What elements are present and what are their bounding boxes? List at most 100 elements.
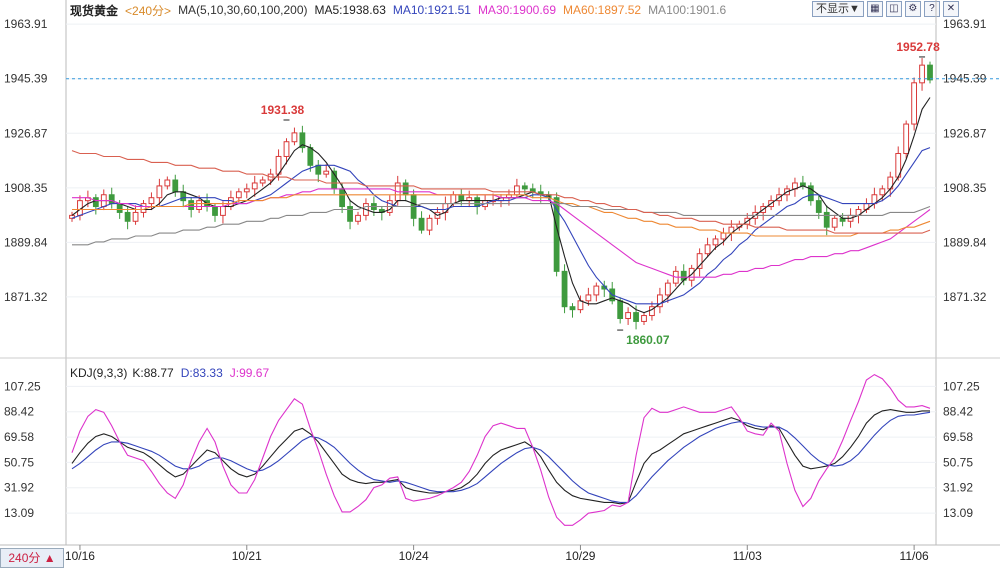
period-label[interactable]: <240分> bbox=[125, 3, 172, 18]
candle-body bbox=[641, 315, 647, 322]
candle-body bbox=[116, 203, 123, 213]
kdj-tick-label-left: 88.42 bbox=[4, 405, 34, 419]
price-tick-label-right: 1871.32 bbox=[943, 290, 987, 304]
candle-body bbox=[617, 300, 624, 319]
period-tab[interactable]: 240分 ▲ bbox=[0, 548, 64, 568]
candle-body bbox=[807, 185, 814, 202]
candle-body bbox=[474, 197, 481, 208]
candle-body bbox=[911, 82, 918, 125]
candle-body bbox=[355, 214, 361, 222]
candle-body bbox=[132, 211, 139, 222]
candle-body bbox=[108, 194, 115, 205]
candle-body bbox=[704, 244, 711, 255]
candle-body bbox=[696, 253, 703, 269]
ma100-value: MA100:1901.6 bbox=[648, 3, 727, 17]
candle-body bbox=[831, 217, 838, 228]
split-icon[interactable]: ◫ bbox=[885, 1, 902, 17]
price-legend: 现货黄金 <240分> MA(5,10,30,60,100,200) MA5:1… bbox=[70, 1, 733, 19]
price-high-annotation: 1952.78 bbox=[896, 40, 940, 54]
x-tick-label: 11/03 bbox=[733, 549, 762, 563]
candle-body bbox=[212, 206, 218, 216]
candle-body bbox=[712, 238, 719, 246]
candle-body bbox=[402, 182, 409, 196]
ma10-line bbox=[71, 147, 931, 305]
candle-body bbox=[180, 191, 187, 202]
price-tick-label-left: 1945.39 bbox=[4, 72, 48, 86]
hide-dropdown[interactable]: 不显示▼ bbox=[812, 1, 864, 17]
kdj-j-line bbox=[71, 373, 931, 526]
x-tick-label: 10/16 bbox=[65, 549, 95, 563]
settings-icon[interactable]: ⚙ bbox=[904, 1, 921, 17]
close-icon[interactable]: ✕ bbox=[942, 1, 959, 17]
candle-body bbox=[188, 200, 195, 210]
candle-body bbox=[227, 197, 234, 208]
candle-body bbox=[235, 191, 242, 199]
x-tick-label: 10/29 bbox=[565, 549, 595, 563]
kdj-tick-label-right: 107.25 bbox=[943, 379, 980, 393]
candle-body bbox=[927, 64, 933, 81]
candle-body bbox=[156, 185, 163, 199]
kdj-label: KDJ(9,3,3) bbox=[70, 366, 128, 380]
price-low-annotation: 1860.07 bbox=[626, 333, 670, 347]
candle-body bbox=[815, 200, 822, 213]
candle-body bbox=[418, 217, 425, 231]
ma30-line bbox=[72, 188, 931, 278]
candle-body bbox=[569, 306, 576, 311]
kdj-tick-label-left: 31.92 bbox=[4, 481, 34, 495]
price-high-annotation: 1931.38 bbox=[261, 103, 305, 117]
ma5-value: MA5:1938.63 bbox=[314, 3, 386, 17]
candle-body bbox=[879, 188, 886, 196]
candle-body bbox=[251, 182, 258, 190]
candle-body bbox=[649, 306, 655, 317]
candle-body bbox=[720, 232, 727, 240]
kdj-legend: KDJ(9,3,3) K:88.77 D:83.33 J:99.67 bbox=[70, 364, 276, 382]
x-tick-label: 11/06 bbox=[900, 549, 929, 563]
candle-body bbox=[243, 188, 250, 193]
ma60-line bbox=[72, 194, 931, 237]
kdj-tick-label-left: 50.75 bbox=[4, 455, 34, 469]
price-tick-label-left: 1871.32 bbox=[4, 290, 48, 304]
candle-body bbox=[315, 164, 322, 175]
candle-body bbox=[323, 170, 330, 175]
kdj-k-line bbox=[71, 409, 930, 505]
price-tick-label-right: 1889.84 bbox=[943, 235, 987, 249]
candle-body bbox=[561, 270, 568, 308]
candle-body bbox=[513, 185, 520, 196]
candle-body bbox=[625, 312, 632, 319]
candle-body bbox=[521, 185, 528, 190]
kdj-tick-label-left: 13.09 bbox=[4, 506, 34, 520]
x-tick-label: 10/24 bbox=[399, 549, 429, 563]
kdj-tick-label-right: 31.92 bbox=[943, 481, 973, 495]
kdj-tick-label-right: 69.58 bbox=[943, 430, 973, 444]
ma-params: MA(5,10,30,60,100,200) bbox=[178, 3, 308, 17]
kdj-tick-label-right: 50.75 bbox=[943, 455, 973, 469]
candle-body bbox=[172, 179, 179, 193]
price-tick-label-right: 1945.39 bbox=[943, 72, 987, 86]
candle-body bbox=[903, 123, 910, 155]
candle-body bbox=[919, 64, 925, 84]
price-tick-label-right: 1926.87 bbox=[943, 126, 987, 140]
j-value: J:99.67 bbox=[229, 366, 270, 380]
grid-icon[interactable]: ▦ bbox=[866, 1, 883, 17]
ma200-line bbox=[71, 150, 931, 234]
candle-body bbox=[220, 206, 226, 216]
candle-body bbox=[450, 194, 457, 205]
k-value: K:88.77 bbox=[132, 366, 174, 380]
candle-body bbox=[339, 188, 346, 208]
candle-body bbox=[291, 132, 298, 143]
d-value: D:83.33 bbox=[180, 366, 223, 380]
instrument-name: 现货黄金 bbox=[70, 3, 119, 18]
price-tick-label-right: 1963.91 bbox=[943, 17, 987, 31]
candle-body bbox=[140, 203, 147, 213]
price-tick-label-left: 1963.91 bbox=[4, 17, 48, 31]
kdj-tick-label-left: 69.58 bbox=[4, 430, 34, 444]
candle-body bbox=[124, 211, 131, 222]
candle-body bbox=[164, 179, 171, 187]
ma10-value: MA10:1921.51 bbox=[392, 3, 471, 17]
candle-body bbox=[92, 197, 99, 208]
ma60-value: MA60:1897.52 bbox=[563, 3, 642, 17]
price-tick-label-left: 1908.35 bbox=[4, 181, 48, 195]
candle-body bbox=[148, 197, 155, 205]
candle-body bbox=[823, 211, 830, 228]
